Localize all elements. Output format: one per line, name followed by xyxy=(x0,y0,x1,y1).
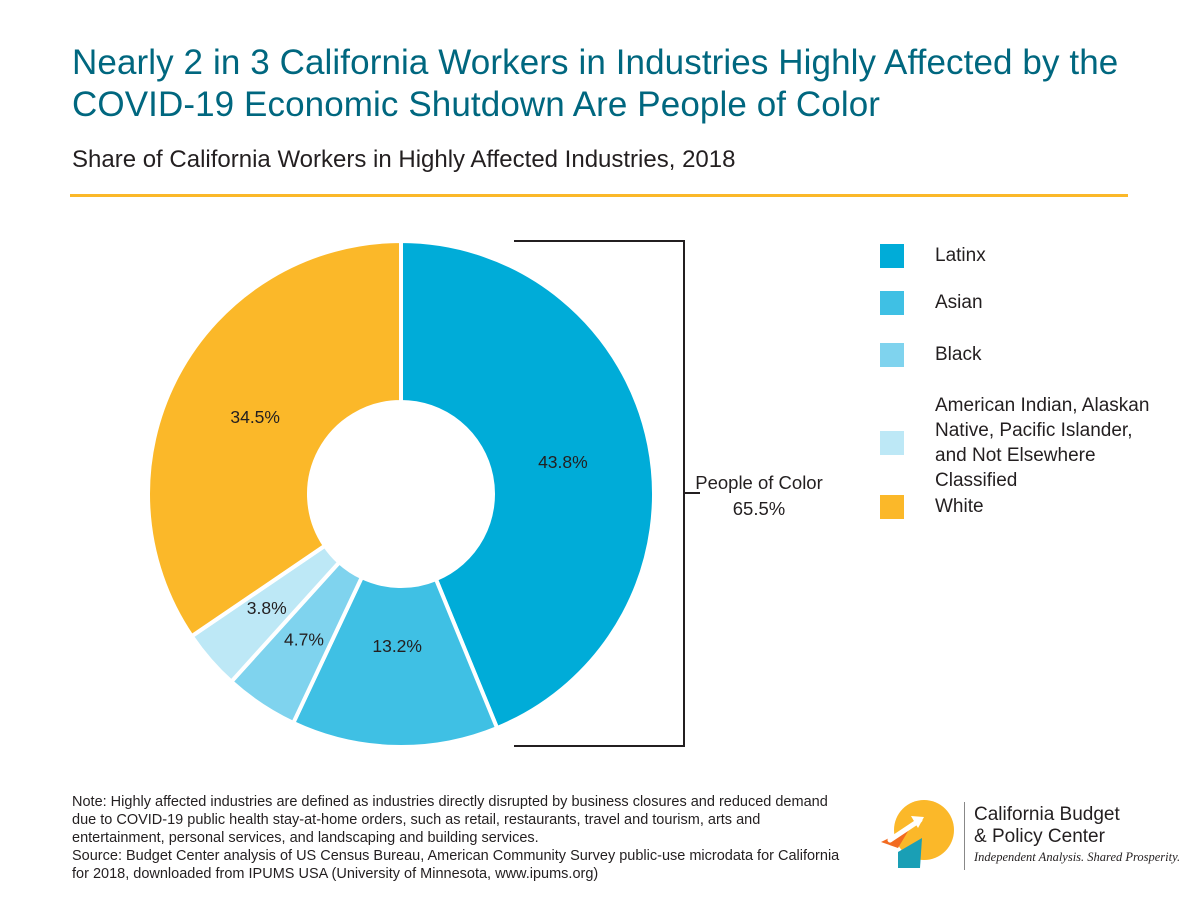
legend-swatch xyxy=(880,342,904,367)
slice-latinx xyxy=(399,238,656,731)
legend-swatch xyxy=(880,494,904,519)
slice-labels: 43.8% 13.2% 4.7% 3.8% 34.5% xyxy=(230,407,587,656)
legend-item-white: White xyxy=(880,494,1165,519)
logo-name-line2: & Policy Center xyxy=(974,826,1105,847)
donut-slices xyxy=(146,238,656,749)
bracket-label: People of Color xyxy=(695,472,823,493)
organization-logo: California Budget & Policy Center Indepe… xyxy=(876,796,1180,876)
legend-item-black: Black xyxy=(880,342,1165,367)
title-divider xyxy=(70,194,1128,197)
logo-mark-icon xyxy=(881,800,954,868)
legend-item-asian: Asian xyxy=(880,290,1165,315)
logo-divider xyxy=(964,802,965,870)
legend-label: Latinx xyxy=(935,245,986,266)
slice-latinx-label: 43.8% xyxy=(538,452,588,472)
people-of-color-bracket: People of Color 65.5% xyxy=(514,240,823,747)
chart-title: Nearly 2 in 3 California Workers in Indu… xyxy=(72,43,1119,124)
legend-swatch xyxy=(880,431,904,455)
logo-name: California Budget & Policy Center xyxy=(974,804,1120,848)
chart-subtitle: Share of California Workers in Highly Af… xyxy=(72,146,736,173)
source-text: Source: Budget Center analysis of US Cen… xyxy=(72,848,840,882)
logo-name-line1: California Budget xyxy=(974,804,1120,825)
slice-white xyxy=(146,238,403,639)
slice-black-label: 4.7% xyxy=(284,630,324,650)
slice-asian-label: 13.2% xyxy=(372,636,422,656)
legend-swatch xyxy=(880,290,904,315)
legend-item-latinx: Latinx xyxy=(880,243,1165,268)
footnote: Note: Highly affected industries are def… xyxy=(72,793,842,883)
logo-tagline: Independent Analysis. Shared Prosperity. xyxy=(974,850,1181,864)
slice-american-indian-label: 3.8% xyxy=(247,598,287,618)
legend-label: White xyxy=(935,496,984,517)
legend-swatch xyxy=(880,243,904,268)
legend-label: Asian xyxy=(935,292,983,313)
slice-white-label: 34.5% xyxy=(230,407,280,427)
legend-label: American Indian, Alaskan Native, Pacific… xyxy=(935,395,1150,491)
bracket-value: 65.5% xyxy=(733,498,785,519)
bracket-line xyxy=(514,240,700,747)
slice-asian xyxy=(290,574,500,749)
note-text: Note: Highly affected industries are def… xyxy=(72,794,828,846)
legend-item-american-indian: American Indian, Alaskan Native, Pacific… xyxy=(880,393,1165,493)
legend-label: Black xyxy=(935,344,982,365)
